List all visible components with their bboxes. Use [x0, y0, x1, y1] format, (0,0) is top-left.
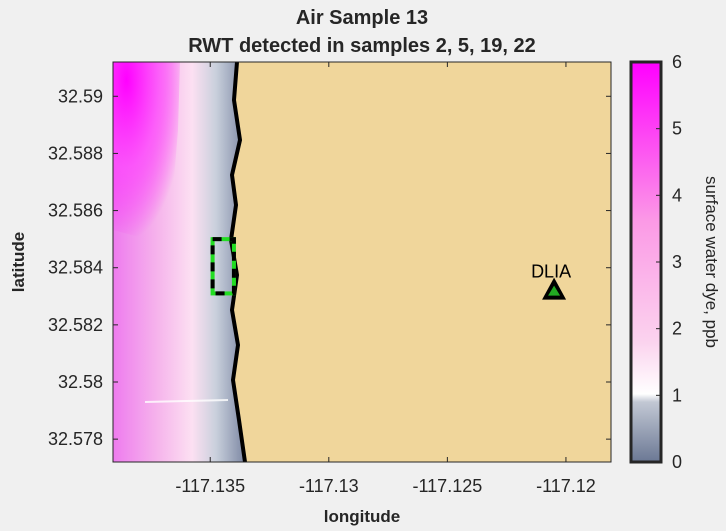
colorbar-tick-label: 3 [672, 252, 682, 272]
site-marker [548, 285, 561, 296]
colorbar-tick-label: 0 [672, 452, 682, 472]
x-axis-label: longitude [324, 507, 400, 526]
x-tick-label: -117.12 [536, 476, 596, 496]
colorbar-ticks: 0 1 2 3 4 5 6 [656, 52, 682, 472]
chart-subtitle: RWT detected in samples 2, 5, 19, 22 [188, 35, 536, 57]
colorbar-tick-label: 4 [672, 185, 682, 205]
x-tick-label: -117.13 [299, 476, 359, 496]
colorbar-tick-label: 1 [672, 385, 682, 405]
site-label: DLIA [531, 262, 571, 282]
y-tick-label: 32.582 [48, 315, 103, 335]
y-tick-label: 32.586 [48, 201, 103, 221]
map-area [113, 62, 611, 462]
x-axis: -117.135 -117.13 -117.125 -117.12 [175, 62, 596, 496]
x-tick-label: -117.125 [413, 476, 483, 496]
y-tick-label: 32.59 [58, 86, 103, 106]
dye-streak [144, 399, 229, 403]
colorbar-tick-label: 2 [672, 319, 682, 339]
dye-hotspot [113, 62, 180, 240]
x-tick-label: -117.135 [175, 476, 245, 496]
y-axis: 32.578 32.58 32.582 32.584 32.586 32.588 32.59 [48, 86, 611, 449]
colorbar-tick-label: 5 [672, 119, 682, 139]
colorbar-label: surface water dye, ppb [702, 176, 721, 348]
y-tick-label: 32.578 [48, 429, 103, 449]
chart-title: Air Sample 13 [296, 7, 428, 29]
y-tick-label: 32.584 [48, 258, 103, 278]
plot-frame [112, 61, 612, 463]
colorbar-tick-label: 6 [672, 52, 682, 72]
y-axis-label: latitude [9, 232, 28, 292]
y-tick-label: 32.58 [58, 372, 103, 392]
annotations: DLIA [531, 262, 571, 300]
sample-box-dashes [210, 237, 236, 296]
y-tick-label: 32.588 [48, 143, 103, 163]
